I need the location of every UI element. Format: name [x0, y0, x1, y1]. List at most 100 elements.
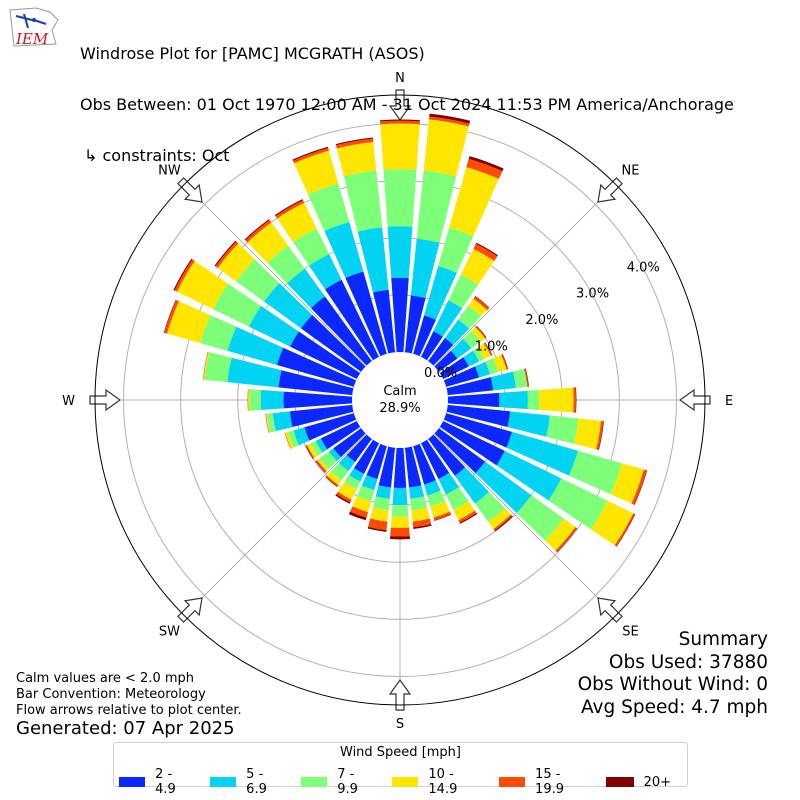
calm-circle-group: Calm 28.9%	[352, 352, 448, 448]
windrose-bar-segment	[634, 470, 648, 505]
legend-swatch	[498, 777, 526, 787]
windrose-bar-segment	[483, 342, 492, 356]
windrose-bar-segment	[434, 350, 458, 372]
windrose-bar-segment	[614, 513, 635, 547]
windrose-bar-segment	[477, 343, 491, 360]
windrose-bar-segment	[315, 438, 328, 453]
windrose-bar-segment	[413, 443, 436, 485]
windrose-bar-segment	[591, 500, 634, 546]
direction-label: S	[396, 717, 404, 732]
flow-arrow-icon	[678, 388, 711, 412]
calm-label: Calm	[383, 384, 416, 399]
legend-item: 10 - 14.9	[392, 767, 483, 797]
windrose-bar-segment	[378, 446, 396, 488]
windrose-bar-segment	[227, 326, 284, 365]
windrose-bar-segment	[527, 390, 540, 410]
windrose-bar-segment	[496, 450, 562, 501]
windrose-bar-segment	[568, 450, 622, 495]
windrose-bar-segment	[598, 421, 604, 450]
grid-spoke	[183, 433, 367, 617]
windrose-bar-segment	[337, 482, 357, 500]
calm-circle	[352, 352, 448, 448]
windrose-bar-segment	[366, 443, 387, 480]
windrose-bar-segment	[513, 368, 528, 389]
windrose-bar-segment	[485, 358, 499, 375]
windrose-bar-segment	[475, 295, 490, 309]
windrose-bar-segment	[300, 314, 366, 372]
windrose-bar-segment	[305, 445, 314, 459]
direction-label: E	[725, 394, 733, 409]
windrose-bar-segment	[380, 120, 420, 125]
windrose-bar-segment	[616, 514, 636, 547]
windrose-bar-segment	[383, 169, 417, 227]
windrose-bar-segment	[283, 391, 353, 409]
windrose-bar-segment	[325, 279, 380, 361]
windrose-bar-segment	[200, 315, 237, 351]
windrose-bar-segment	[293, 427, 310, 446]
direction-labels: N NE E SE S SW W NW	[62, 71, 733, 732]
windrose-bar-segment	[434, 428, 486, 474]
legend-swatch	[301, 777, 328, 787]
windrose-bar-segment	[174, 259, 195, 292]
legend: Wind Speed [mph] 2 - 4.9 5 - 6.9 7 - 9.9 10…	[113, 742, 688, 797]
windrose-bar-segment	[290, 331, 361, 380]
windrose-bar-segment	[575, 387, 577, 413]
windrose-bar-segment	[292, 146, 329, 161]
windrose-bar-segment	[458, 510, 477, 523]
windrose-bar-segment	[453, 501, 475, 521]
legend-label: 10 - 14.9	[428, 767, 458, 797]
windrose-bar-segment	[424, 480, 441, 496]
windrose-bar-segment	[501, 354, 508, 370]
windrose-bar-segment	[267, 245, 305, 284]
direction-label: N	[395, 71, 405, 86]
windrose-bar-segment	[439, 420, 505, 466]
windrose-bar-segment	[443, 366, 480, 387]
windrose-bar-segment	[393, 447, 407, 488]
windrose-bar-segment	[284, 432, 292, 449]
windrose-bar-segment	[361, 475, 378, 491]
windrose-bar-segment	[444, 319, 470, 346]
windrose-bar-segment	[412, 518, 432, 528]
windrose-bar-segment	[304, 413, 357, 441]
windrose-bar-segment	[420, 439, 450, 480]
legend-label: 15 - 19.9	[535, 767, 564, 797]
windrose-bar-segment	[263, 283, 313, 329]
windrose-bar-segment	[305, 445, 315, 459]
windrose-bar-segment	[466, 158, 503, 179]
windrose-bar-segment	[357, 485, 375, 502]
windrose-bar-segment	[391, 504, 409, 517]
windrose-bar-segment	[473, 243, 498, 261]
windrose-bar-segment	[445, 487, 469, 510]
windrose-bar-segment	[468, 298, 488, 317]
windrose-bar-segment	[325, 476, 338, 487]
windrose-bar-segment	[277, 202, 317, 243]
windrose-bar-segment	[167, 301, 211, 344]
windrose-bar-segment	[410, 238, 440, 299]
windrose-bar-segment	[428, 337, 454, 366]
grid-spoke	[183, 183, 367, 367]
legend-label: 20+	[643, 774, 671, 790]
windrose-bar-segment	[454, 467, 490, 504]
windrose-bar-segment	[306, 443, 318, 458]
windrose-bar-segment	[357, 227, 389, 293]
windrose-bar-segment	[278, 370, 354, 396]
windrose-bar-segment	[335, 137, 373, 146]
note-flow-arrows: Flow arrows relative to plot center.	[16, 703, 242, 718]
title-line-2: Obs Between: 01 Oct 1970 12:00 AM - 31 O…	[80, 95, 734, 114]
windrose-bar-segment	[409, 485, 425, 499]
windrose-bar-segment	[272, 411, 293, 432]
windrose-bar-segment	[177, 261, 228, 310]
windrose-bar-segment	[265, 413, 271, 433]
title-line-3: ↳ constraints: Oct	[84, 146, 230, 165]
windrose-bar-segment	[227, 357, 282, 388]
windrose-bar-segment	[350, 506, 369, 518]
windrose-bar-segment	[446, 377, 494, 396]
windrose-bar-segment	[370, 507, 389, 522]
windrose-bar-segment	[429, 116, 470, 127]
windrose-bar-segment	[320, 420, 361, 450]
windrose-bar-segment	[438, 227, 474, 273]
windrose-bar-segment	[276, 347, 357, 387]
windrose-bar-segment	[202, 351, 209, 380]
legend-item: 15 - 19.9	[498, 767, 590, 797]
